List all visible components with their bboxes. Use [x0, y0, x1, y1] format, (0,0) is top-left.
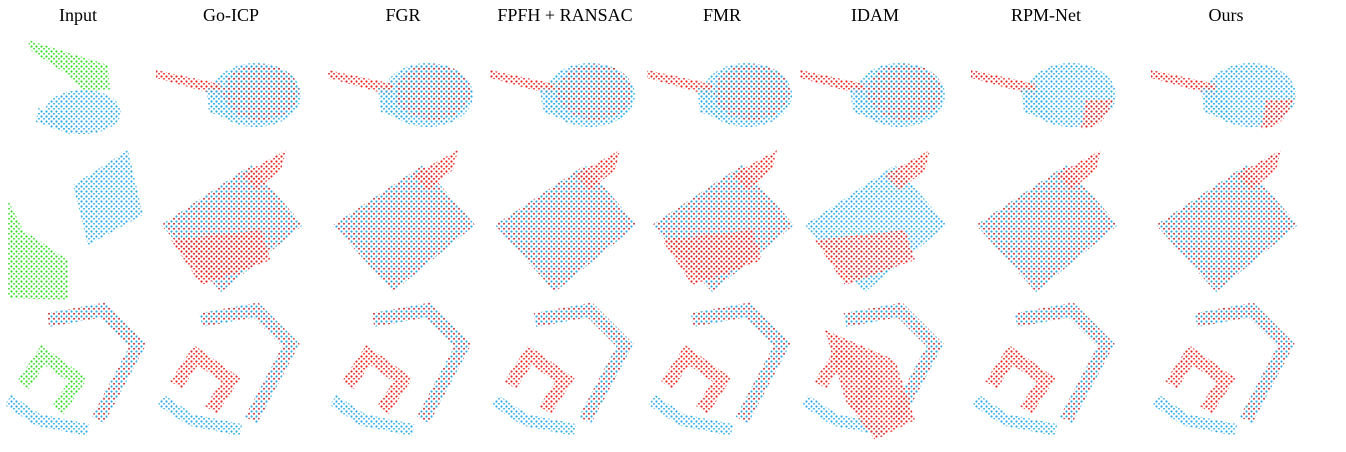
point-cloud — [976, 400, 1056, 430]
point-cloud — [714, 64, 790, 120]
point-cloud — [8, 400, 88, 430]
column-header: Input — [59, 5, 97, 25]
point-cloud — [23, 355, 78, 410]
point-cloud — [495, 165, 637, 292]
column-header: IDAM — [851, 5, 899, 25]
point-cloud — [223, 64, 299, 120]
point-cloud — [395, 64, 471, 120]
figure: Input Go-ICP FGR FPFH + RANSAC FMR IDAM RPM-Ne… — [0, 0, 1346, 452]
point-cloud — [976, 165, 1118, 292]
point-cloud — [161, 400, 241, 430]
point-cloud — [348, 355, 403, 410]
point-cloud — [652, 400, 732, 430]
column-header: FGR — [385, 5, 420, 25]
point-cloud — [1156, 400, 1236, 430]
point-cloud — [1156, 165, 1298, 292]
point-cloud — [557, 64, 633, 120]
point-cloud — [73, 150, 143, 245]
point-cloud — [333, 165, 475, 292]
point-cloud — [28, 40, 110, 92]
page: {"columns": ["Input", "Go-ICP", "FGR", "… — [0, 0, 1346, 452]
point-cloud — [1171, 355, 1226, 410]
point-cloud — [867, 64, 943, 120]
column-header: RPM-Net — [1011, 5, 1081, 25]
column-header: FPFH + RANSAC — [497, 5, 632, 25]
point-cloud — [991, 355, 1046, 410]
point-cloud — [176, 355, 231, 410]
point-cloud — [333, 400, 413, 430]
point-cloud — [510, 355, 565, 410]
point-cloud — [667, 355, 722, 410]
point-cloud — [495, 400, 575, 430]
column-header: FMR — [703, 5, 741, 25]
column-header: Go-ICP — [203, 5, 259, 25]
point-cloud — [8, 200, 68, 300]
column-header: Ours — [1209, 5, 1244, 25]
